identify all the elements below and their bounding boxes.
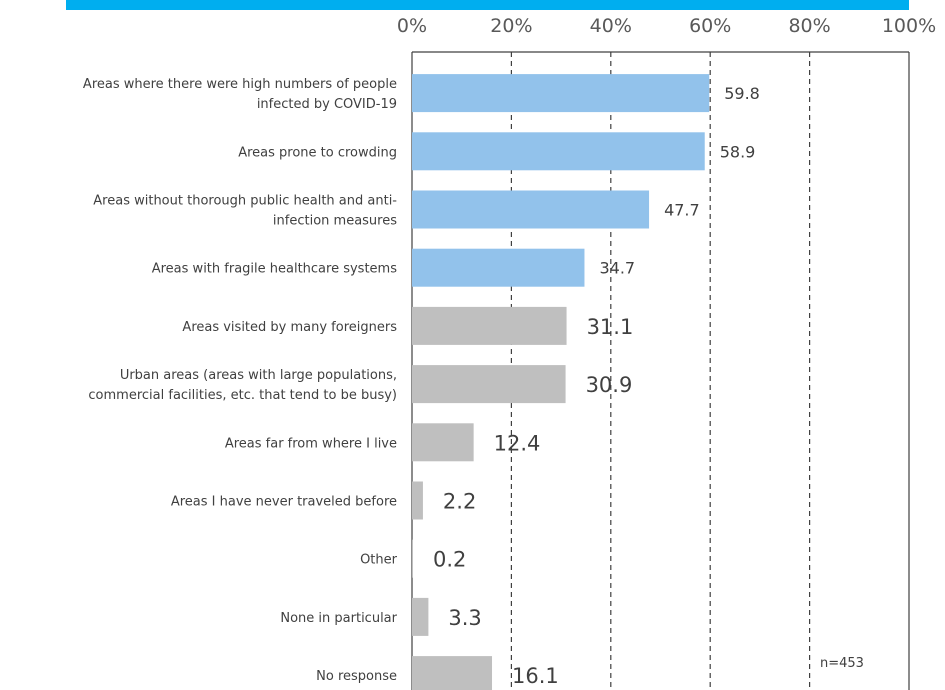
category-label: Areas without thorough public health and… xyxy=(93,194,397,209)
category-label: Areas visited by many foreigners xyxy=(182,320,397,335)
bar xyxy=(412,132,705,171)
data-label: 12.4 xyxy=(494,431,541,455)
x-tick-label: 40% xyxy=(590,15,632,37)
category-label: Areas where there were high numbers of p… xyxy=(83,77,397,92)
category-label: No response xyxy=(316,669,397,684)
category-label: commercial facilities, etc. that tend to… xyxy=(88,388,397,403)
sample-size-note: n=453 xyxy=(820,656,864,671)
bar xyxy=(412,597,429,636)
bar xyxy=(412,74,710,113)
bar xyxy=(412,190,650,229)
data-label: 2.2 xyxy=(443,490,476,514)
x-tick-label: 60% xyxy=(689,15,731,37)
data-label: 34.7 xyxy=(599,259,635,278)
data-label: 59.8 xyxy=(724,84,760,103)
bar xyxy=(412,306,567,345)
bar xyxy=(412,656,493,690)
data-label: 31.1 xyxy=(587,315,634,339)
category-label: infected by COVID-19 xyxy=(257,97,397,112)
x-tick-label: 100% xyxy=(882,15,936,37)
data-label: 30.9 xyxy=(586,373,633,397)
category-label: Other xyxy=(360,553,398,568)
data-label: 16.1 xyxy=(512,664,559,688)
category-label: None in particular xyxy=(280,611,397,626)
category-label: Areas with fragile healthcare systems xyxy=(152,262,397,277)
category-label: Areas I have never traveled before xyxy=(171,495,397,510)
x-tick-label: 0% xyxy=(397,15,427,37)
bar xyxy=(412,365,566,404)
data-label: 58.9 xyxy=(720,142,756,161)
data-label: 47.7 xyxy=(664,201,700,220)
data-label: 3.3 xyxy=(448,606,481,630)
x-tick-label: 20% xyxy=(490,15,532,37)
bar xyxy=(412,481,423,520)
header-accent-bar xyxy=(66,0,909,10)
data-label: 0.2 xyxy=(433,548,466,572)
bar xyxy=(412,423,474,462)
category-label: Areas far from where I live xyxy=(225,436,397,451)
bar xyxy=(412,248,585,287)
bar xyxy=(412,539,413,578)
category-label: Urban areas (areas with large population… xyxy=(120,368,397,383)
category-label: infection measures xyxy=(273,214,397,229)
x-tick-label: 80% xyxy=(788,15,830,37)
category-label: Areas prone to crowding xyxy=(238,145,397,160)
